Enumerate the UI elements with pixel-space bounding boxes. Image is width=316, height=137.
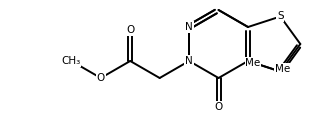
Text: CH₃: CH₃ <box>62 56 81 66</box>
Text: S: S <box>277 12 284 22</box>
Text: N: N <box>185 56 193 66</box>
Text: Me: Me <box>245 58 260 68</box>
Text: Me: Me <box>275 64 290 74</box>
Text: N: N <box>185 22 193 32</box>
Text: O: O <box>215 102 223 112</box>
Text: O: O <box>126 25 134 35</box>
Text: O: O <box>97 73 105 83</box>
